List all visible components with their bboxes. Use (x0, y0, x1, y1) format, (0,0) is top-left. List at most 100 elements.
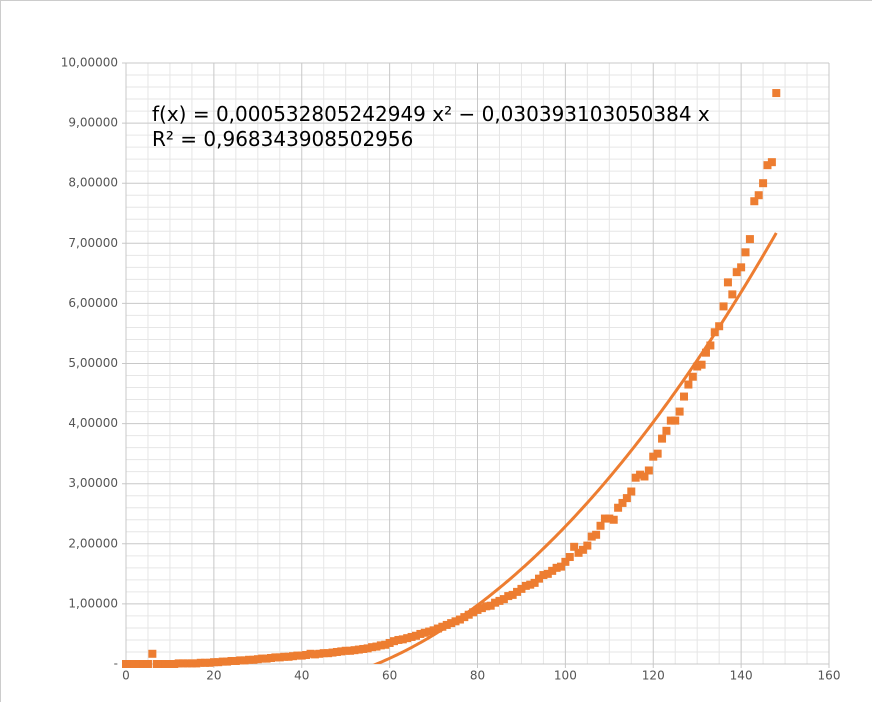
point (381, 640, 390, 649)
point (728, 290, 737, 299)
x-tick-label: 40 (294, 669, 309, 683)
point (271, 653, 280, 662)
point (359, 644, 368, 653)
point (587, 532, 596, 541)
point (284, 652, 293, 661)
point (482, 602, 491, 611)
point (486, 601, 495, 610)
point (517, 584, 526, 593)
y-tick-label: 8,00000 (68, 176, 118, 190)
x-tick-label: 60 (382, 669, 397, 683)
point (543, 569, 552, 578)
y-tick-label: 10,00000 (61, 56, 118, 70)
point (192, 659, 201, 668)
point (438, 622, 447, 631)
x-tick-label: 140 (730, 669, 753, 683)
point (741, 248, 750, 257)
x-tick-label: 80 (470, 669, 485, 683)
point (328, 648, 337, 657)
point (675, 407, 684, 416)
point (183, 659, 192, 668)
point (473, 605, 482, 614)
point (442, 620, 451, 629)
point (394, 635, 403, 644)
point (346, 646, 355, 655)
point (561, 557, 570, 566)
point (565, 553, 574, 562)
point (539, 571, 548, 580)
y-tick-label: 4,00000 (68, 416, 118, 430)
point (706, 341, 715, 350)
point (310, 650, 319, 659)
y-tick-label: 7,00000 (68, 236, 118, 250)
point (297, 651, 306, 660)
point (614, 503, 623, 512)
point (205, 658, 214, 667)
point (324, 649, 333, 658)
point (574, 548, 583, 557)
point (530, 578, 539, 587)
point (732, 268, 741, 277)
point (495, 596, 504, 605)
point (411, 631, 420, 640)
point (266, 653, 275, 662)
point (513, 587, 522, 596)
point (420, 628, 429, 637)
point (407, 632, 416, 641)
point (763, 161, 772, 170)
point (447, 619, 456, 628)
point (245, 655, 254, 664)
point (715, 322, 724, 331)
point (469, 608, 478, 617)
point (750, 197, 759, 206)
point (535, 574, 544, 583)
y-tick-label: 9,00000 (68, 116, 118, 130)
point (390, 637, 399, 646)
point (653, 449, 662, 458)
point (170, 660, 179, 668)
point (280, 652, 289, 661)
point (583, 541, 592, 550)
y-tick-label: - (114, 657, 118, 671)
point (258, 654, 267, 663)
point (165, 660, 174, 668)
point (737, 263, 746, 272)
point (745, 235, 754, 244)
point (491, 598, 500, 607)
point (148, 649, 157, 658)
x-tick-label: 120 (642, 669, 665, 683)
point (306, 649, 315, 658)
point (376, 641, 385, 650)
point (253, 655, 262, 664)
point (187, 659, 196, 668)
point (600, 514, 609, 523)
point (464, 610, 473, 619)
point (521, 581, 530, 590)
point (605, 514, 614, 523)
point (315, 649, 324, 658)
point (209, 658, 218, 667)
point (697, 360, 706, 369)
point (433, 624, 442, 633)
point (627, 487, 636, 496)
point (460, 613, 469, 622)
point (262, 654, 271, 663)
point (337, 647, 346, 656)
point (425, 627, 434, 636)
point (504, 592, 513, 601)
point (350, 646, 359, 655)
point (161, 660, 170, 668)
point (196, 658, 205, 667)
point (570, 542, 579, 551)
point (236, 656, 245, 665)
trendline-r-squared: R² = 0,968343908502956 (152, 127, 413, 151)
point (556, 562, 565, 571)
point (249, 655, 258, 664)
point (293, 651, 302, 660)
point (143, 660, 152, 668)
point (122, 660, 130, 668)
point (398, 635, 407, 644)
point (636, 470, 645, 479)
point (227, 656, 236, 665)
